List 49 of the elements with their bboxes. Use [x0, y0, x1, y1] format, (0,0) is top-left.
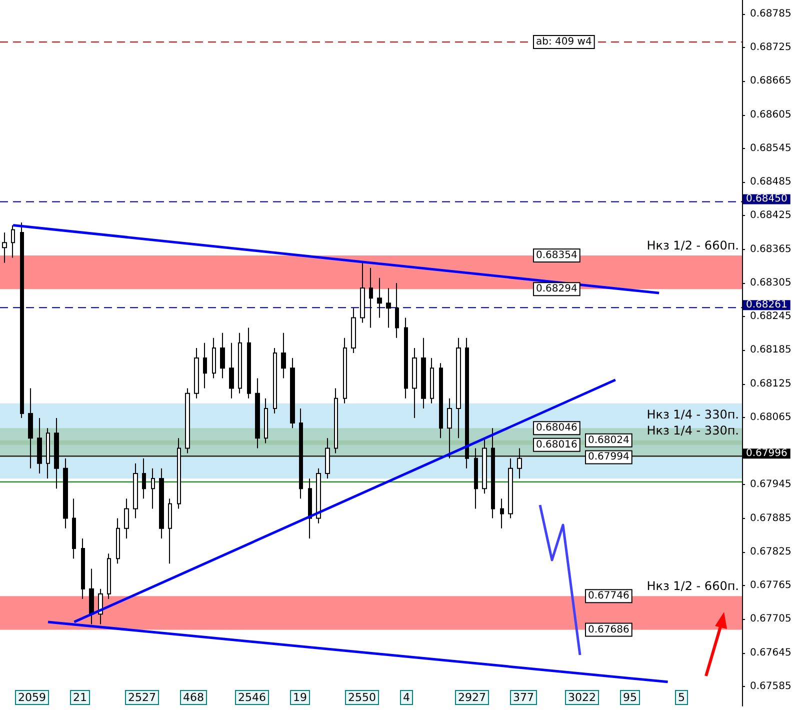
band-label: Нкз 1/2 - 660п.	[646, 238, 740, 253]
annotation: 21	[73, 691, 87, 704]
annotation: 2527	[128, 691, 156, 704]
annotation: 2059	[18, 691, 46, 704]
y-tick-label: 0.68785	[750, 8, 792, 20]
y-tick-label: 0.67585	[750, 680, 792, 692]
annotation: 377	[513, 691, 534, 704]
ref-line-label: 0.68261	[746, 300, 788, 311]
annotation: 95	[623, 691, 637, 704]
annotation: 0.68046	[536, 422, 578, 434]
band-label: Нкз 1/2 - 660п.	[646, 579, 740, 594]
y-tick-label: 0.68725	[750, 42, 792, 54]
annotation: 0.67686	[588, 624, 630, 636]
y-tick-label: 0.68545	[750, 142, 792, 154]
annotation: 2546	[238, 691, 266, 704]
y-tick-label: 0.67705	[750, 614, 792, 625]
annotation: 2927	[458, 691, 486, 704]
y-tick-label: 0.67825	[750, 546, 792, 558]
y-tick-label: 0.68365	[750, 244, 792, 255]
y-tick-label: 0.67765	[750, 580, 792, 592]
y-tick-label: 0.68485	[750, 176, 792, 188]
y-tick-label: 0.68605	[750, 109, 792, 120]
y-tick-label: 0.68245	[750, 311, 792, 322]
annotation: ab: 409 w4	[536, 36, 592, 48]
annotation: 4	[403, 691, 410, 704]
annotation: 0.68024	[588, 434, 630, 446]
annotation: 0.67746	[588, 590, 630, 602]
annotation: 3022	[568, 691, 596, 704]
y-tick-label: 0.67885	[750, 512, 792, 524]
y-tick-label: 0.68305	[750, 277, 792, 288]
annotation: 0.68016	[536, 439, 578, 450]
annotation: 19	[293, 691, 307, 704]
annotation: 0.68354	[536, 250, 578, 262]
y-tick-label: 0.68065	[750, 412, 792, 423]
annotation: 468	[183, 691, 204, 704]
y-tick-label: 0.68185	[750, 344, 792, 356]
annotation: 0.68294	[536, 284, 578, 295]
annotation: 5	[678, 691, 685, 704]
band-label: Нкз 1/4 - 330п.	[646, 407, 740, 422]
annotation: 2550	[348, 691, 376, 704]
y-tick-label: 0.67645	[750, 647, 792, 658]
y-tick-label: 0.68665	[750, 76, 792, 87]
ref-line-label: 0.68450	[746, 194, 788, 205]
annotation: 0.67994	[588, 452, 630, 463]
ref-line-label: 0.67996	[746, 448, 788, 460]
band-label: Нкз 1/4 - 330п.	[646, 423, 740, 438]
y-tick-label: 0.68425	[750, 210, 792, 222]
y-tick-label: 0.67945	[750, 479, 792, 490]
y-tick-label: 0.68125	[750, 378, 792, 390]
